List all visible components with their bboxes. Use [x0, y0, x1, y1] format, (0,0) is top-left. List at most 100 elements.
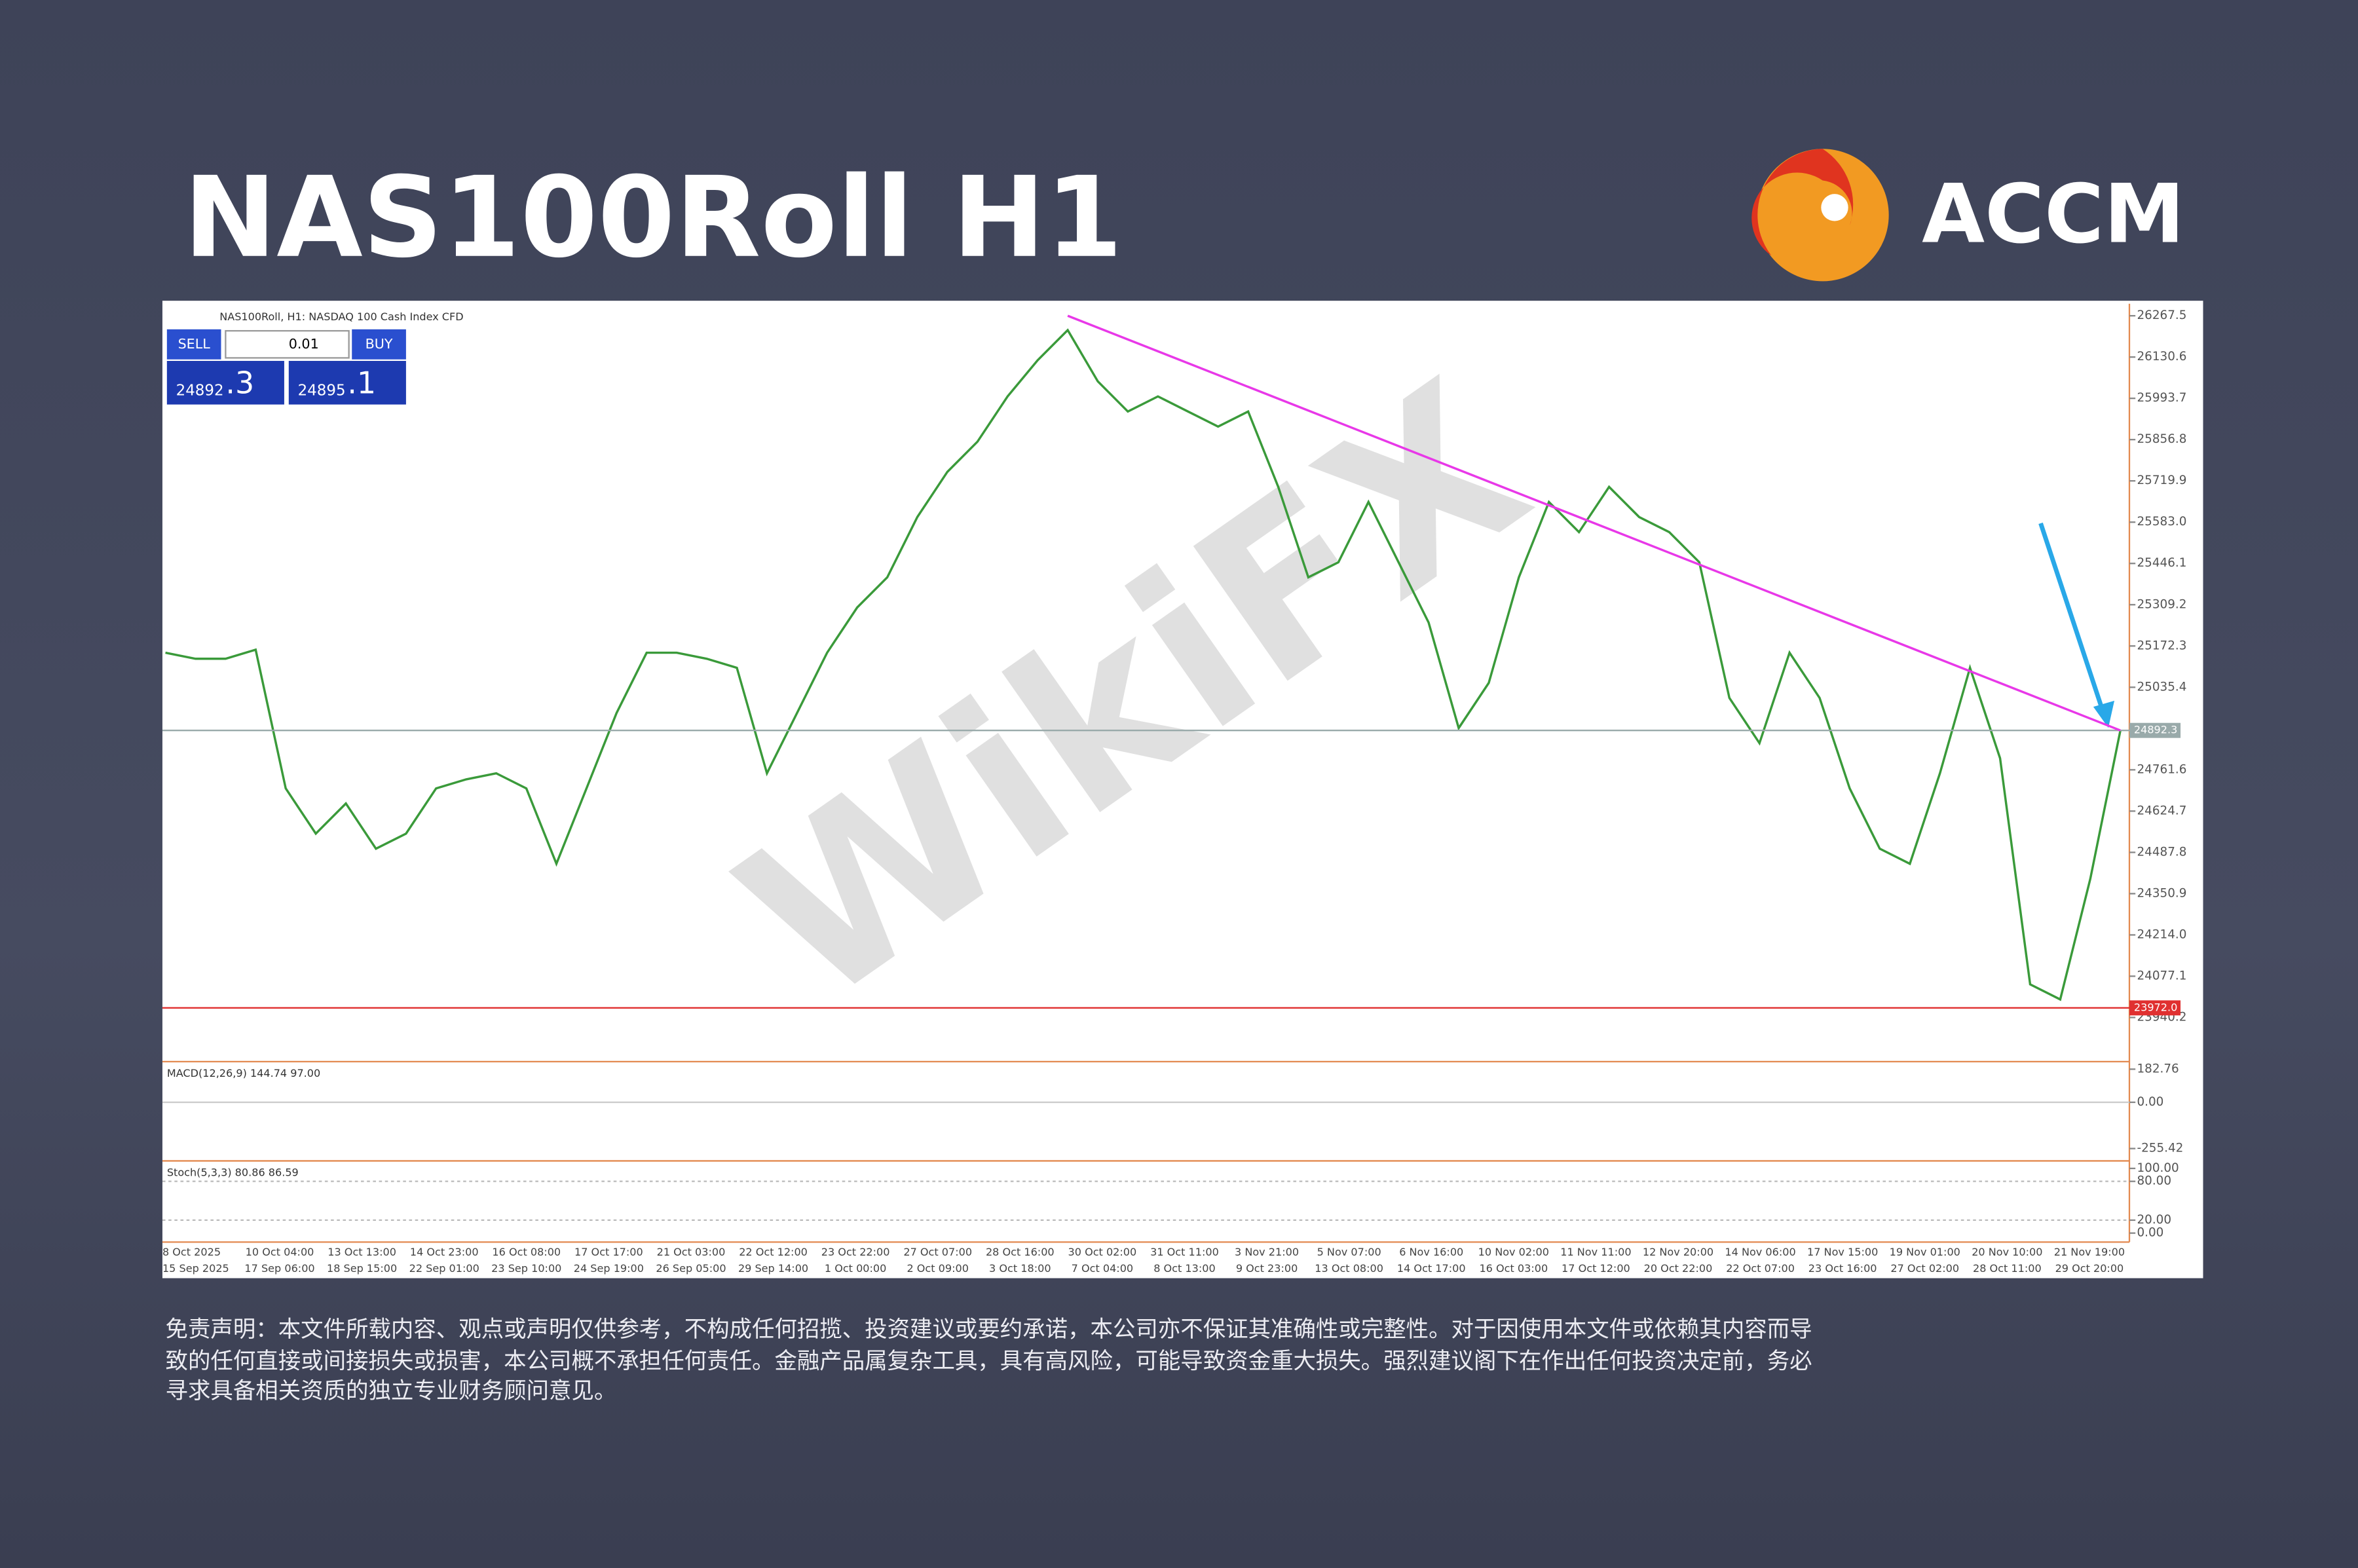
x-tick-label: 24 Sep 19:00: [574, 1262, 644, 1275]
x-tick-label: 1 Oct 00:00: [825, 1262, 887, 1275]
y-tick-label: 24761.6: [2137, 762, 2186, 776]
x-tick-label: 10 Nov 02:00: [1478, 1246, 1549, 1258]
x-tick-label: 13 Oct 08:00: [1315, 1262, 1383, 1275]
trendline: [1067, 314, 2121, 732]
y-tick-label: 26130.6: [2137, 350, 2186, 364]
x-tick-label: 8 Oct 2025: [162, 1246, 221, 1258]
x-tick-label: 22 Oct 07:00: [1726, 1262, 1795, 1275]
y-tick-label: 24624.7: [2137, 804, 2186, 817]
x-tick-label: 6 Nov 16:00: [1399, 1246, 1463, 1258]
x-tick-label: 29 Sep 14:00: [738, 1262, 808, 1275]
x-tick-label: 22 Oct 12:00: [739, 1246, 808, 1258]
x-tick-label: 27 Oct 02:00: [1890, 1262, 1959, 1275]
logo-text: ACCM: [1922, 167, 2184, 261]
y-tick-label: 0.00: [2137, 1095, 2163, 1109]
arrow: [2038, 522, 2108, 720]
support-box: [2129, 1000, 2181, 1016]
y-tick-label: 25583.0: [2137, 515, 2186, 529]
y-tick-label: 25309.2: [2137, 597, 2186, 611]
x-tick-label: 7 Oct 04:00: [1072, 1262, 1134, 1275]
x-tick-label: 31 Oct 11:00: [1150, 1246, 1219, 1258]
y-tick-label: 25172.3: [2137, 639, 2186, 652]
x-tick-label: 23 Sep 10:00: [491, 1262, 561, 1275]
x-tick-label: 15 Sep 2025: [162, 1262, 229, 1275]
volume: 0.01: [289, 336, 319, 352]
y-tick-label: 182.76: [2137, 1062, 2179, 1075]
x-tick-label: 13 Oct 13:00: [328, 1246, 396, 1258]
y-tick-label: 25856.8: [2137, 432, 2186, 446]
x-tick-label: 14 Oct 23:00: [410, 1246, 479, 1258]
disclaimer: 免责声明：本文件所载内容、观点或声明仅供参考，不构成任何招揽、投资建议或要约承诺…: [166, 1315, 1812, 1407]
x-tick-label: 21 Nov 19:00: [2054, 1246, 2125, 1258]
x-tick-label: 8 Oct 13:00: [1153, 1262, 1216, 1275]
x-tick-label: 10 Oct 04:00: [246, 1246, 314, 1258]
title: NAS100Roll H1: [183, 153, 1123, 283]
support-label: 23972.0: [2134, 1001, 2177, 1013]
x-tick-label: 11 Nov 11:00: [1560, 1246, 1631, 1258]
stoch-label: Stoch(5,3,3) 80.86 86.59: [167, 1166, 299, 1178]
x-tick-label: 16 Oct 03:00: [1479, 1262, 1548, 1275]
arrow-head: [2093, 700, 2115, 728]
x-tick-label: 9 Oct 23:00: [1236, 1262, 1298, 1275]
x-tick-label: 28 Oct 16:00: [986, 1246, 1055, 1258]
x-tick-label: 29 Oct 20:00: [2055, 1262, 2124, 1275]
buy-button[interactable]: [352, 329, 406, 360]
price-line: [165, 328, 2122, 1001]
x-tick-label: 19 Nov 01:00: [1890, 1246, 1960, 1258]
buy-label: BUY: [365, 336, 393, 352]
y-tick-label: 25035.4: [2137, 680, 2186, 694]
x-tick-label: 30 Oct 02:00: [1068, 1246, 1137, 1258]
y-tick-label: -255.42: [2137, 1142, 2183, 1155]
y-tick-label: 24214.0: [2137, 927, 2186, 941]
y-tick-label: 24077.1: [2137, 969, 2186, 982]
bid-decimal: .3: [225, 365, 254, 400]
y-tick-label: 24350.9: [2137, 886, 2186, 900]
ask-decimal: .1: [347, 365, 376, 400]
x-tick-label: 20 Nov 10:00: [1972, 1246, 2042, 1258]
x-tick-label: 17 Oct 17:00: [574, 1246, 643, 1258]
macd-label: MACD(12,26,9) 144.74 97.00: [167, 1067, 320, 1079]
chart-frame: [162, 301, 2203, 1279]
y-tick-label: 24487.8: [2137, 845, 2186, 859]
volume-input[interactable]: [225, 329, 350, 359]
bid-box: [166, 361, 284, 405]
x-tick-label: 17 Nov 15:00: [1807, 1246, 1878, 1258]
y-tick-label: 100.00: [2137, 1161, 2179, 1175]
chart-header: NAS100Roll, H1: NASDAQ 100 Cash Index CF…: [219, 310, 463, 323]
disclaimer-line: 致的任何直接或间接损失或损害，本公司概不承担任何责任。金融产品属复杂工具，具有高…: [165, 1346, 1812, 1374]
x-tick-label: 27 Oct 07:00: [903, 1246, 972, 1258]
x-tick-label: 28 Oct 11:00: [1973, 1262, 2042, 1275]
y-tick-label: 80.00: [2137, 1174, 2171, 1188]
x-tick-label: 17 Oct 12:00: [1562, 1262, 1630, 1275]
x-tick-label: 14 Oct 17:00: [1397, 1262, 1466, 1275]
y-tick-label: 25993.7: [2137, 391, 2186, 405]
x-tick-label: 3 Oct 18:00: [989, 1262, 1051, 1275]
x-tick-label: 5 Nov 07:00: [1317, 1246, 1381, 1258]
x-tick-label: 18 Sep 15:00: [327, 1262, 397, 1275]
x-tick-label: 26 Sep 05:00: [656, 1262, 726, 1275]
current-price-box: [2129, 722, 2181, 738]
x-tick-label: 3 Nov 21:00: [1235, 1246, 1299, 1258]
x-tick-label: 16 Oct 08:00: [492, 1246, 561, 1258]
sell-button[interactable]: [166, 329, 221, 360]
x-tick-label: 23 Oct 16:00: [1808, 1262, 1877, 1275]
ask-price: 24895: [298, 382, 346, 399]
x-tick-label: 20 Oct 22:00: [1644, 1262, 1713, 1275]
disclaimer-line: 寻求具备相关资质的独立专业财务顾问意见。: [165, 1377, 617, 1405]
y-tick-label: 25446.1: [2137, 556, 2186, 570]
x-tick-label: 21 Oct 03:00: [657, 1246, 726, 1258]
sell-label: SELL: [178, 336, 211, 352]
x-tick-label: 23 Oct 22:00: [821, 1246, 890, 1258]
y-tick-label: 26267.5: [2137, 308, 2186, 322]
y-tick-label: 25719.9: [2137, 474, 2186, 487]
bid-price: 24892: [176, 382, 224, 399]
y-tick-label: 20.00: [2137, 1213, 2171, 1227]
x-tick-label: 12 Nov 20:00: [1643, 1246, 1713, 1258]
disclaimer-line: 免责声明：本文件所载内容、观点或声明仅供参考，不构成任何招揽、投资建议或要约承诺…: [165, 1315, 1812, 1343]
x-tick-label: 22 Sep 01:00: [409, 1262, 479, 1275]
logo-icon: [1751, 149, 1889, 282]
trade-panel: SELL 0.01 BUY 24892 .3 24895 .1: [166, 329, 406, 405]
x-tick-label: 17 Sep 06:00: [244, 1262, 314, 1275]
